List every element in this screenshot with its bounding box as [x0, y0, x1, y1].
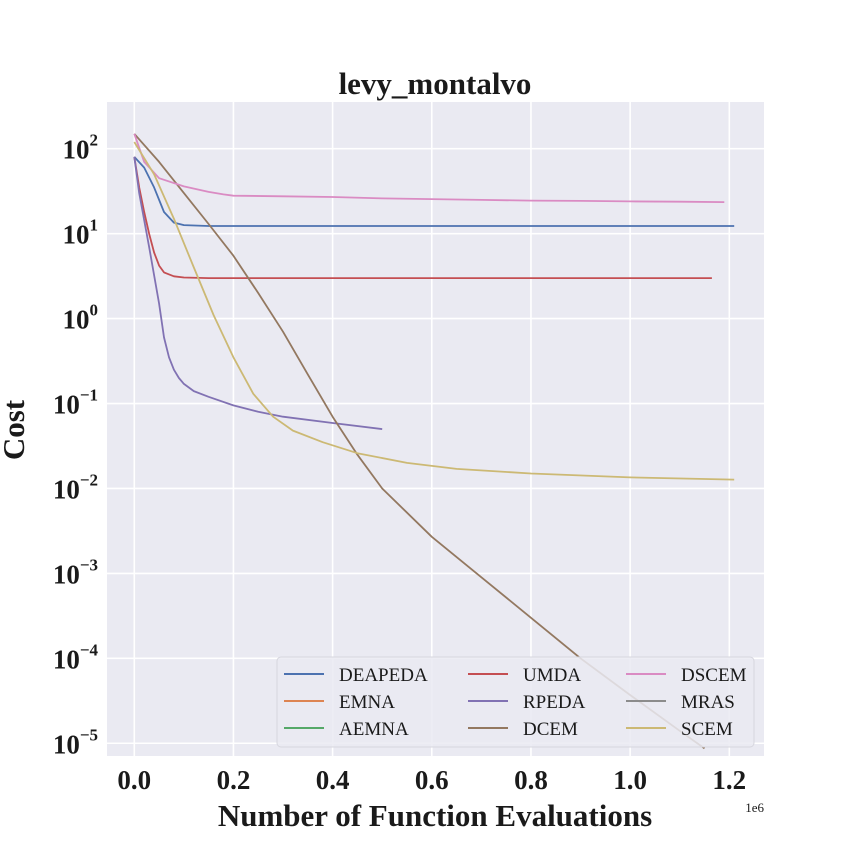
y-tick-label: 10−3: [53, 555, 98, 589]
y-tick-label: 10−5: [53, 725, 98, 759]
y-tick-label: 102: [63, 131, 99, 165]
chart-title: levy_montalvo: [339, 66, 532, 101]
legend: DEAPEDA EMNA AEMNA UMDA RPEDA DCEM DSCEM MRAS SC…: [276, 656, 755, 748]
y-tick-label: 100: [63, 301, 99, 335]
legend-label-rpeda: RPEDA: [523, 692, 586, 713]
x-offset-label: 1e6: [745, 800, 764, 815]
y-tick-label: 10−1: [53, 386, 98, 420]
x-tick-label: 1.0: [613, 765, 647, 795]
series-line-umda: [133, 156, 712, 280]
x-axis-label: Number of Function Evaluations: [218, 798, 652, 833]
y-axis-label: Cost: [0, 399, 31, 460]
legend-label-mras: MRAS: [681, 692, 735, 713]
x-tick-label: 0.2: [217, 765, 251, 795]
series-line-dscem: [133, 133, 725, 203]
x-tick-label: 0.0: [117, 765, 151, 795]
series-line-deapeda: [133, 156, 735, 227]
x-tick-label: 0.8: [514, 765, 548, 795]
x-tick-label: 0.4: [316, 765, 350, 795]
legend-label-umda: UMDA: [523, 665, 581, 686]
legend-label-deapeda: DEAPEDA: [339, 665, 428, 686]
y-ticks: 102 101 100 10−1 10−2 10−3 10−4 10−5: [53, 131, 99, 760]
x-tick-label: 0.6: [415, 765, 449, 795]
y-tick-label: 101: [63, 216, 99, 250]
legend-box: [276, 656, 755, 748]
y-tick-label: 10−4: [53, 640, 99, 674]
legend-label-aemna: AEMNA: [339, 719, 409, 740]
legend-label-dscem: DSCEM: [681, 665, 747, 686]
y-tick-label: 10−2: [53, 470, 98, 504]
x-tick-label: 1.2: [712, 765, 746, 795]
series-line-scem: [133, 141, 735, 481]
legend-label-emna: EMNA: [339, 692, 395, 713]
legend-label-dcem: DCEM: [523, 719, 578, 740]
x-ticks: 0.0 0.2 0.4 0.6 0.8 1.0 1.2: [117, 765, 746, 795]
legend-label-scem: SCEM: [681, 719, 733, 740]
plot-area: [107, 102, 764, 756]
